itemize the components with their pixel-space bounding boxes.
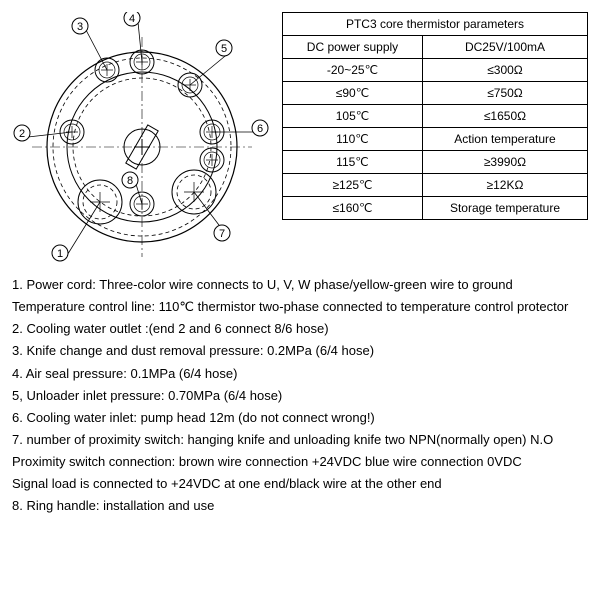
spindle-diagram: 3 4 5 2 6 8 1 7 [12,12,272,265]
note-line: 7. number of proximity switch: hanging k… [12,430,588,450]
svg-text:2: 2 [19,128,25,140]
notes-list: 1. Power cord: Three-color wire connects… [12,275,588,517]
table-cell: 105℃ [283,105,423,128]
note-line: 2. Cooling water outlet :(end 2 and 6 co… [12,319,588,339]
table-title: PTC3 core thermistor parameters [283,13,588,36]
table-cell: 110℃ [283,128,423,151]
parameters-table-wrap: PTC3 core thermistor parameters DC power… [282,12,588,220]
parameters-table: PTC3 core thermistor parameters DC power… [282,12,588,220]
svg-text:3: 3 [77,21,83,33]
note-line: Temperature control line: 110℃ thermisto… [12,297,588,317]
table-cell: -20~25℃ [283,59,423,82]
table-cell: ≤90℃ [283,82,423,105]
table-row: ≤90℃≤750Ω [283,82,588,105]
note-line: 6. Cooling water inlet: pump head 12m (d… [12,408,588,428]
table-cell: Storage temperature [422,197,587,220]
table-cell: 115℃ [283,151,423,174]
note-line: 3. Knife change and dust removal pressur… [12,341,588,361]
table-row: ≥125℃≥12KΩ [283,174,588,197]
table-cell: DC power supply [283,36,423,59]
table-row: 110℃Action temperature [283,128,588,151]
svg-text:1: 1 [57,248,63,260]
table-cell: ≤300Ω [422,59,587,82]
svg-text:8: 8 [127,175,133,187]
note-line: 5, Unloader inlet pressure: 0.70MPa (6/4… [12,386,588,406]
note-line: 4. Air seal pressure: 0.1MPa (6/4 hose) [12,364,588,384]
table-cell: ≤1650Ω [422,105,587,128]
note-line: Signal load is connected to +24VDC at on… [12,474,588,494]
table-cell: ≤160℃ [283,197,423,220]
note-line: Proximity switch connection: brown wire … [12,452,588,472]
table-row: ≤160℃Storage temperature [283,197,588,220]
table-row: DC power supplyDC25V/100mA [283,36,588,59]
svg-text:6: 6 [257,123,263,135]
svg-text:4: 4 [129,13,135,25]
svg-text:5: 5 [221,43,227,55]
note-line: 1. Power cord: Three-color wire connects… [12,275,588,295]
table-cell: ≥3990Ω [422,151,587,174]
table-cell: ≥125℃ [283,174,423,197]
table-row: -20~25℃≤300Ω [283,59,588,82]
table-cell: Action temperature [422,128,587,151]
table-cell: ≥12KΩ [422,174,587,197]
table-row: 115℃≥3990Ω [283,151,588,174]
table-row: 105℃≤1650Ω [283,105,588,128]
spindle-diagram-svg: 3 4 5 2 6 8 1 7 [12,12,272,262]
table-cell: ≤750Ω [422,82,587,105]
svg-text:7: 7 [219,228,225,240]
note-line: 8. Ring handle: installation and use [12,496,588,516]
table-cell: DC25V/100mA [422,36,587,59]
